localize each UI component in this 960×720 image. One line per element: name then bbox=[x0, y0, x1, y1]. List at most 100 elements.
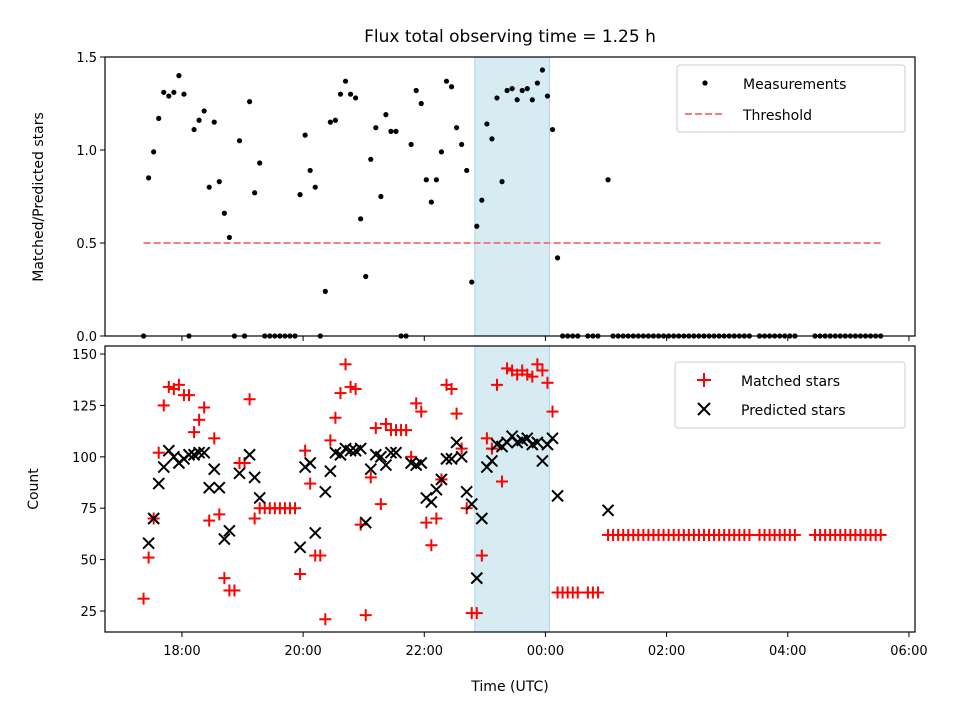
predicted-star-point bbox=[303, 456, 317, 470]
measurement-point bbox=[549, 126, 556, 133]
measurement-point bbox=[226, 234, 232, 241]
matched-star-point bbox=[496, 475, 509, 488]
bottom-axes-frame bbox=[104, 345, 916, 633]
measurement-point bbox=[252, 190, 258, 196]
matched-star-point bbox=[157, 399, 170, 412]
measurement-point bbox=[459, 141, 465, 148]
measurement-point bbox=[509, 86, 515, 92]
matched-star-point bbox=[324, 434, 337, 447]
matched-star-point bbox=[339, 358, 352, 371]
measurement-point bbox=[534, 80, 540, 86]
measurement-point bbox=[438, 149, 445, 155]
measurement-point bbox=[332, 117, 339, 123]
matched-star-point bbox=[541, 376, 554, 389]
xtick-label: 00:00 bbox=[527, 644, 564, 659]
predicted-star-point bbox=[389, 446, 403, 459]
predicted-star-point bbox=[208, 462, 221, 476]
matched-star-point bbox=[415, 405, 428, 418]
predicted-star-point bbox=[425, 495, 438, 509]
predicted-star-point bbox=[440, 452, 453, 466]
predicted-star-point bbox=[182, 448, 196, 461]
measurement-point bbox=[514, 97, 520, 103]
predicted-star-point bbox=[435, 473, 448, 486]
matched-star-point bbox=[788, 528, 801, 541]
predicted-star-point bbox=[465, 497, 478, 511]
matched-star-point bbox=[364, 471, 377, 484]
predicted-star-point bbox=[324, 465, 337, 478]
matched-star-point bbox=[344, 380, 357, 393]
measurement-point bbox=[257, 160, 263, 166]
xtick-label: 18:00 bbox=[163, 644, 200, 659]
predicted-star-point bbox=[460, 485, 473, 498]
measurement-point bbox=[363, 273, 369, 280]
xtick-label: 02:00 bbox=[648, 644, 685, 659]
matched-star-point bbox=[203, 514, 216, 527]
bottom-legend-frame bbox=[674, 361, 906, 429]
measurement-point bbox=[368, 156, 374, 162]
predicted-star-point bbox=[197, 446, 211, 459]
predicted-star-point bbox=[536, 454, 549, 468]
matched-star-point bbox=[400, 424, 413, 437]
predicted-star-point bbox=[359, 516, 372, 529]
matched-star-point bbox=[450, 407, 463, 420]
matched-star-point bbox=[743, 528, 756, 541]
matched-star-point bbox=[172, 378, 185, 391]
predicted-star-point bbox=[551, 489, 564, 503]
matched-star-point bbox=[420, 516, 433, 529]
measurement-point bbox=[423, 177, 429, 183]
matched-star-point bbox=[379, 417, 392, 430]
predicted-star-point bbox=[450, 436, 463, 449]
predicted-star-point bbox=[157, 460, 170, 474]
predicted-star-point bbox=[384, 446, 398, 459]
matched-star-point bbox=[425, 539, 438, 552]
measurement-point bbox=[302, 132, 308, 138]
measurement-point bbox=[211, 119, 217, 125]
legend-measurements-label: Measurements bbox=[743, 77, 846, 93]
predicted-star-point bbox=[202, 481, 216, 494]
predicted-star-point bbox=[253, 491, 266, 505]
predicted-star-point bbox=[531, 436, 544, 449]
measurement-point bbox=[176, 73, 182, 79]
matched-star-point bbox=[455, 442, 468, 455]
bottom-legend: Matched stars Predicted stars bbox=[674, 361, 906, 429]
predicted-star-point bbox=[475, 512, 489, 525]
top-legend: Measurements Threshold bbox=[676, 64, 906, 133]
legend-predicted-label: Predicted stars bbox=[741, 403, 846, 419]
bottom-ytick-label: 100 bbox=[72, 451, 97, 466]
matched-star-point bbox=[198, 401, 211, 414]
measurement-point bbox=[479, 197, 485, 203]
measurement-point bbox=[322, 288, 328, 294]
matched-star-point bbox=[359, 609, 372, 622]
predicted-star-point bbox=[374, 450, 388, 464]
predicted-star-point bbox=[152, 477, 165, 490]
matched-star-point bbox=[294, 568, 307, 581]
matched-star-point bbox=[334, 387, 347, 400]
measurement-point bbox=[393, 128, 399, 134]
measurement-point bbox=[494, 95, 500, 101]
matched-star-point bbox=[299, 444, 312, 457]
bottom-y-axis-label: Count bbox=[26, 468, 42, 510]
matched-star-point bbox=[410, 397, 423, 410]
measurement-point bbox=[327, 119, 333, 125]
matched-star-point bbox=[289, 502, 302, 515]
top-ytick-label: 0.0 bbox=[76, 330, 97, 345]
predicted-star-point bbox=[293, 541, 307, 554]
measurement-point bbox=[236, 138, 243, 144]
predicted-star-point bbox=[213, 481, 226, 494]
matched-star-point bbox=[546, 405, 559, 418]
bottom-ytick-label: 50 bbox=[80, 554, 97, 569]
predicted-star-point bbox=[415, 456, 428, 470]
legend-predicted-marker bbox=[697, 402, 711, 416]
top-ytick-label: 1.0 bbox=[76, 144, 97, 159]
matched-star-point bbox=[304, 477, 317, 490]
matched-star-point bbox=[374, 498, 387, 511]
matched-star-point bbox=[183, 389, 196, 402]
measurement-point bbox=[388, 128, 394, 134]
matched-star-point bbox=[445, 382, 458, 395]
measurement-point bbox=[171, 89, 177, 95]
measurement-point bbox=[206, 184, 212, 190]
measurement-point bbox=[418, 100, 424, 107]
predicted-star-point bbox=[248, 471, 261, 484]
matched-star-point bbox=[571, 586, 584, 599]
matched-star-point bbox=[243, 393, 256, 406]
